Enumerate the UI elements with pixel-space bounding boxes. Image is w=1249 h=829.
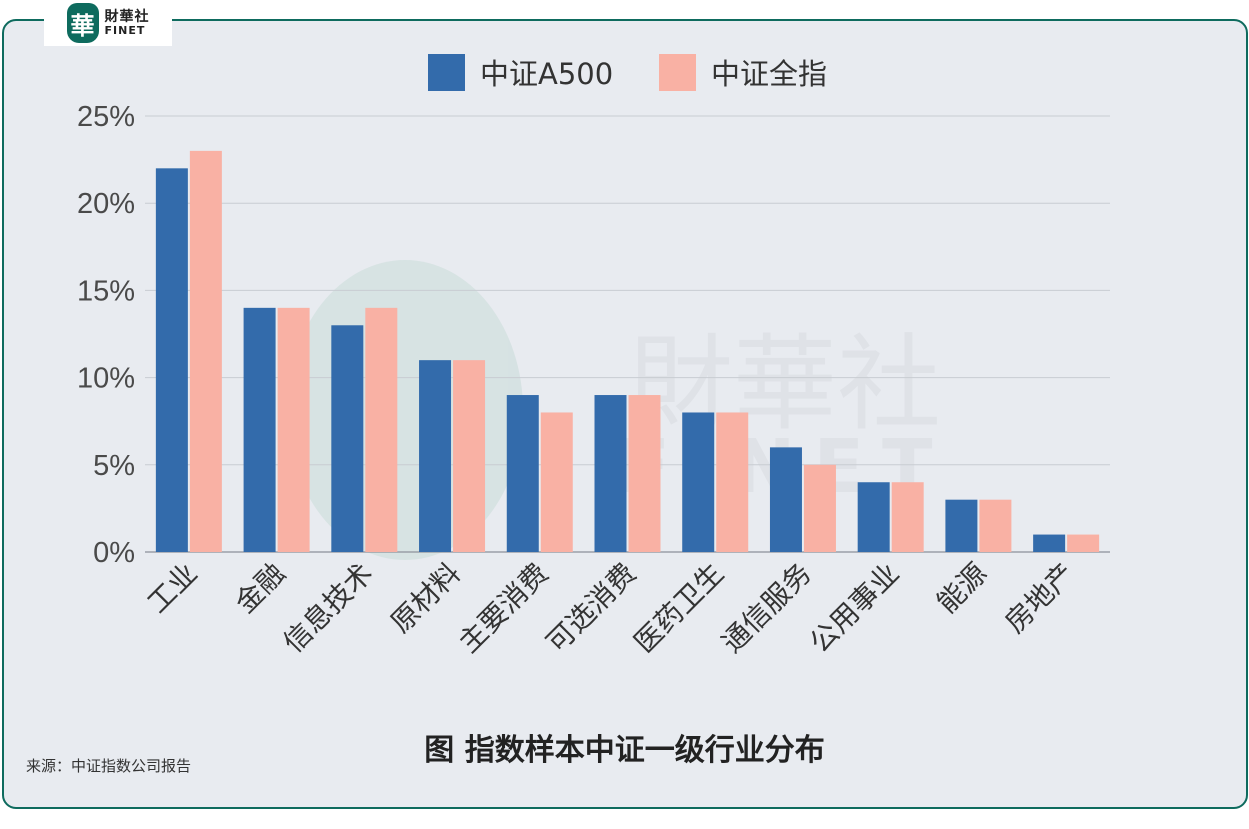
- logo-name-en: FINET: [104, 23, 146, 37]
- x-tick-label: 金融: [229, 557, 292, 620]
- watermark-seal: [287, 260, 523, 560]
- x-tick-label: 能源: [930, 557, 993, 620]
- y-tick-label: 10%: [77, 363, 135, 395]
- legend-label: 中证A500: [480, 57, 613, 91]
- bar: [243, 307, 276, 552]
- legend-swatch: [428, 54, 465, 91]
- y-tick-label: 20%: [77, 188, 135, 220]
- logo-seal: 華: [66, 3, 99, 43]
- bar: [277, 307, 310, 552]
- x-tick-label: 医药卫生: [628, 557, 731, 660]
- x-tick-label: 房地产: [998, 557, 1081, 640]
- legend-item: 中证A500: [428, 54, 613, 91]
- bar: [453, 360, 486, 552]
- y-tick-label: 5%: [93, 450, 135, 482]
- bar: [331, 325, 364, 552]
- y-axis: 0% 5% 10% 15% 20% 25%: [77, 101, 135, 569]
- legend-item: 中证全指: [659, 54, 827, 91]
- x-tick-label: 原材料: [384, 557, 467, 640]
- x-tick-label: 工业: [141, 557, 204, 620]
- legend-label: 中证全指: [711, 57, 827, 91]
- bar: [769, 447, 802, 552]
- bar: [891, 482, 924, 552]
- bar: [540, 412, 573, 552]
- bar: [155, 168, 188, 552]
- y-tick-label: 15%: [77, 275, 135, 307]
- bar: [1033, 534, 1066, 552]
- x-tick-label: 公用事业: [803, 557, 906, 660]
- y-tick-label: 25%: [77, 101, 135, 133]
- finet-logo: 華 財華社 FINET: [44, 0, 172, 46]
- bar: [945, 499, 978, 552]
- bar: [803, 464, 836, 552]
- logo-name-cn: 財華社: [104, 8, 150, 25]
- bar: [979, 499, 1012, 552]
- bar: [682, 412, 715, 552]
- chart-caption: 图 指数样本中证一级行业分布: [424, 733, 825, 768]
- bar: [419, 360, 452, 552]
- x-tick-label: 通信服务: [715, 557, 818, 660]
- logo-text: 財華社 FINET: [105, 10, 150, 36]
- bar: [1067, 534, 1100, 552]
- x-tick-label: 可选消费: [540, 557, 643, 660]
- legend-swatch: [659, 54, 696, 91]
- legend: 中证A500 中证全指: [428, 54, 827, 91]
- source-note: 来源：中证指数公司报告: [26, 757, 192, 775]
- x-tick-label: 主要消费: [452, 557, 555, 660]
- bar: [628, 395, 661, 552]
- bar: [506, 395, 539, 552]
- y-tick-label: 0%: [93, 537, 135, 569]
- bar: [365, 307, 398, 552]
- bars: [155, 150, 1100, 552]
- bar: [594, 395, 627, 552]
- bar: [857, 482, 890, 552]
- x-tick-label: 信息技术: [277, 557, 380, 660]
- bar: [189, 150, 222, 552]
- bar: [716, 412, 749, 552]
- watermark-text-cn: 財華社: [629, 323, 941, 445]
